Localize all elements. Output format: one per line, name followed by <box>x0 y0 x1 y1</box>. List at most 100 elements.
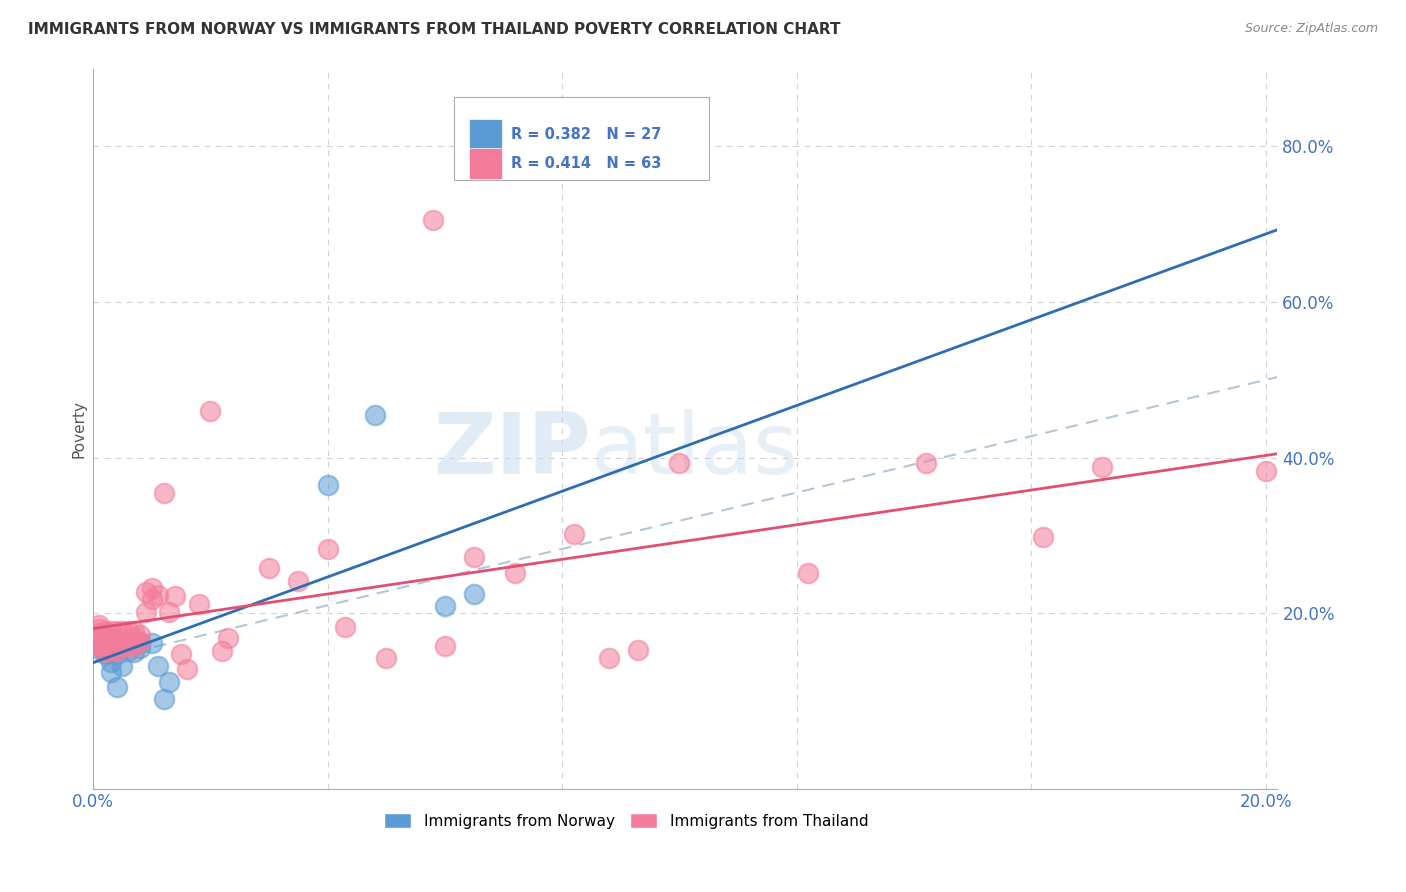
Point <box>797 566 820 580</box>
Point <box>176 662 198 676</box>
Point <box>562 527 585 541</box>
Point <box>111 635 134 649</box>
Point <box>141 592 163 607</box>
Point <box>100 655 122 669</box>
Point <box>598 650 620 665</box>
Point <box>668 456 690 470</box>
Point <box>257 561 280 575</box>
Point <box>157 605 180 619</box>
Point <box>152 692 174 706</box>
Point <box>146 589 169 603</box>
Point <box>105 624 128 638</box>
Point <box>211 644 233 658</box>
Point <box>1032 530 1054 544</box>
Point <box>463 550 485 565</box>
Point <box>146 659 169 673</box>
Point <box>94 641 117 656</box>
Point <box>105 681 128 695</box>
Point <box>87 622 110 636</box>
Point <box>135 605 157 619</box>
Point <box>111 639 134 653</box>
Point <box>111 659 134 673</box>
Point <box>117 635 139 649</box>
FancyBboxPatch shape <box>468 120 502 150</box>
Point <box>87 638 110 652</box>
Point <box>165 589 187 603</box>
Point <box>105 644 128 658</box>
Point <box>94 632 117 646</box>
Point <box>433 599 456 613</box>
Point <box>335 619 357 633</box>
Point <box>363 408 385 422</box>
Point <box>100 665 122 679</box>
Point <box>187 597 209 611</box>
Point <box>141 636 163 650</box>
Point <box>1254 464 1277 478</box>
Text: R = 0.382   N = 27: R = 0.382 N = 27 <box>512 127 662 142</box>
Point <box>94 647 117 661</box>
Y-axis label: Poverty: Poverty <box>72 400 86 458</box>
Point <box>287 574 309 588</box>
Point <box>87 633 110 648</box>
Point <box>105 632 128 646</box>
Point <box>627 643 650 657</box>
Point <box>316 478 339 492</box>
Point <box>122 624 145 638</box>
Point <box>1090 460 1112 475</box>
Point <box>87 625 110 640</box>
Point <box>122 639 145 653</box>
Point <box>217 632 239 646</box>
Point <box>914 456 936 470</box>
Point <box>84 638 107 652</box>
Point <box>129 628 152 642</box>
Point <box>87 618 110 632</box>
Point <box>94 641 117 656</box>
Point <box>87 633 110 648</box>
Point <box>100 644 122 658</box>
FancyBboxPatch shape <box>454 97 709 180</box>
Point <box>129 636 152 650</box>
Point <box>141 582 163 596</box>
Point <box>129 635 152 649</box>
Point <box>152 485 174 500</box>
Point <box>87 630 110 644</box>
Point <box>135 584 157 599</box>
Text: R = 0.414   N = 63: R = 0.414 N = 63 <box>512 156 662 171</box>
Point <box>100 644 122 658</box>
Point <box>100 624 122 638</box>
Point <box>84 641 107 656</box>
Text: atlas: atlas <box>591 409 799 491</box>
Point <box>170 647 193 661</box>
Point <box>122 645 145 659</box>
Point <box>117 639 139 653</box>
Point <box>433 639 456 653</box>
Point <box>463 587 485 601</box>
Point <box>94 645 117 659</box>
Text: ZIP: ZIP <box>433 409 591 491</box>
Point <box>422 213 444 227</box>
Point <box>100 632 122 646</box>
Text: IMMIGRANTS FROM NORWAY VS IMMIGRANTS FROM THAILAND POVERTY CORRELATION CHART: IMMIGRANTS FROM NORWAY VS IMMIGRANTS FRO… <box>28 22 841 37</box>
Point <box>100 639 122 653</box>
Text: Source: ZipAtlas.com: Source: ZipAtlas.com <box>1244 22 1378 36</box>
Point <box>111 639 134 653</box>
Point <box>122 632 145 646</box>
Point <box>111 624 134 638</box>
Point <box>375 650 398 665</box>
Point <box>117 636 139 650</box>
Point <box>105 636 128 650</box>
FancyBboxPatch shape <box>468 148 502 178</box>
Point <box>200 404 222 418</box>
Point <box>157 674 180 689</box>
Point <box>117 644 139 658</box>
Point <box>129 641 152 656</box>
Point <box>117 624 139 638</box>
Point <box>94 639 117 653</box>
Point <box>87 638 110 652</box>
Point <box>105 647 128 661</box>
Point <box>91 630 114 644</box>
Point <box>84 633 107 648</box>
Point <box>503 566 526 580</box>
Legend: Immigrants from Norway, Immigrants from Thailand: Immigrants from Norway, Immigrants from … <box>378 807 875 835</box>
Point <box>94 624 117 638</box>
